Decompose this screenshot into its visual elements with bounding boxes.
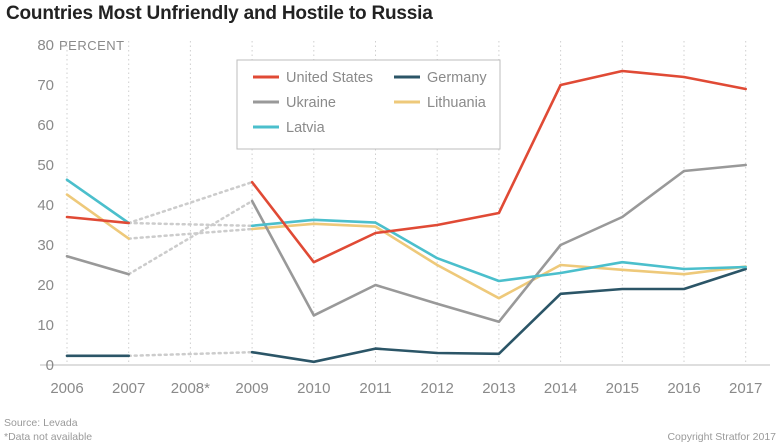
- x-tick-label-2011: 2011: [359, 380, 391, 397]
- series-line-lithuania-1: [250, 222, 748, 300]
- y-tick-label-30: 30: [37, 237, 54, 254]
- x-tick-label-2017: 2017: [729, 380, 762, 397]
- series-line-ukraine-1: [250, 163, 748, 324]
- y-tick-label-0: 0: [46, 357, 54, 374]
- missing-data-connector-germany: [127, 350, 254, 358]
- missing-data-connector-ukraine: [127, 199, 254, 276]
- missing-data-connector-latvia: [127, 221, 254, 228]
- y-tick-label-40: 40: [37, 197, 54, 214]
- series-line-germany-1: [250, 267, 748, 364]
- series-line-united-states-1: [250, 69, 748, 264]
- x-tick-label-2007: 2007: [112, 380, 145, 397]
- missing-data-connector-lithuania: [127, 227, 254, 240]
- data-availability-note: *Data not available: [4, 431, 93, 443]
- y-tick-label-80: 80: [37, 37, 54, 54]
- x-tick-label-2015: 2015: [606, 380, 639, 397]
- x-tick-label-2008: 2008*: [171, 380, 210, 397]
- source-note: Source: Levada: [4, 417, 78, 429]
- legend-label-germany: Germany: [427, 70, 487, 86]
- x-tick-label-2014: 2014: [544, 380, 577, 397]
- y-tick-label-20: 20: [37, 277, 54, 294]
- chart-title: Countries Most Unfriendly and Hostile to…: [6, 3, 433, 24]
- series-line-ukraine-0: [65, 254, 130, 276]
- y-tick-label-60: 60: [37, 117, 54, 134]
- legend-box: [236, 59, 501, 150]
- y-tick-label-10: 10: [37, 317, 54, 334]
- y-tick-label-70: 70: [37, 77, 54, 94]
- series-line-united-states-0: [65, 215, 130, 225]
- series-line-latvia-0: [65, 178, 130, 225]
- y-tick-label-50: 50: [37, 157, 54, 174]
- x-tick-label-2012: 2012: [421, 380, 454, 397]
- series-line-latvia-1: [250, 218, 748, 283]
- x-tick-label-2009: 2009: [235, 380, 268, 397]
- x-tick-label-2013: 2013: [482, 380, 515, 397]
- x-tick-label-2016: 2016: [667, 380, 700, 397]
- x-tick-label-2006: 2006: [50, 380, 83, 397]
- legend-label-lithuania: Lithuania: [427, 95, 487, 111]
- y-axis-unit-label: PERCENT: [59, 38, 125, 53]
- copyright-note: Copyright Stratfor 2017: [667, 431, 776, 443]
- series-line-lithuania-0: [65, 193, 130, 240]
- legend-label-latvia: Latvia: [286, 120, 326, 136]
- x-tick-label-2010: 2010: [297, 380, 330, 397]
- missing-data-connector-united-states: [127, 180, 254, 225]
- legend-label-ukraine: Ukraine: [286, 95, 336, 111]
- legend-label-united-states: United States: [286, 70, 373, 86]
